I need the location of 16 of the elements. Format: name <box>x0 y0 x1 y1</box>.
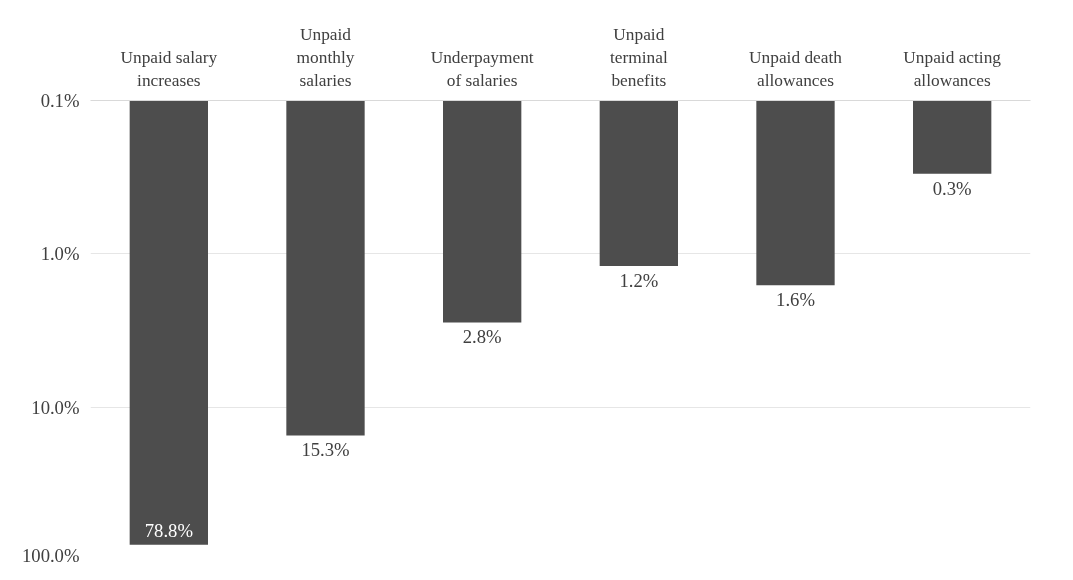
x-tick-label: Unpaid death allowances <box>749 47 843 90</box>
y-tick-label: 0.1% <box>40 90 80 111</box>
x-tick-label: Unpaid monthly salaries <box>296 24 355 90</box>
data-label: 15.3% <box>301 439 350 461</box>
data-label: 1.6% <box>776 289 815 311</box>
y-tick-label: 100.0% <box>21 544 80 566</box>
y-tick-label: 10.0% <box>31 396 80 418</box>
x-tick-label: Unpaid terminal benefits <box>609 24 668 90</box>
data-label: 1.2% <box>619 269 659 291</box>
x-tick-label: Underpayment of salaries <box>430 47 534 90</box>
y-tick-label: 1.0% <box>40 243 80 265</box>
x-tick-label: Unpaid salary increases <box>120 47 218 90</box>
data-label: 2.8% <box>462 326 502 348</box>
data-label: 0.3% <box>932 177 972 199</box>
data-label: 78.8% <box>144 519 193 541</box>
x-tick-label: Unpaid acting allowances <box>903 47 1002 90</box>
